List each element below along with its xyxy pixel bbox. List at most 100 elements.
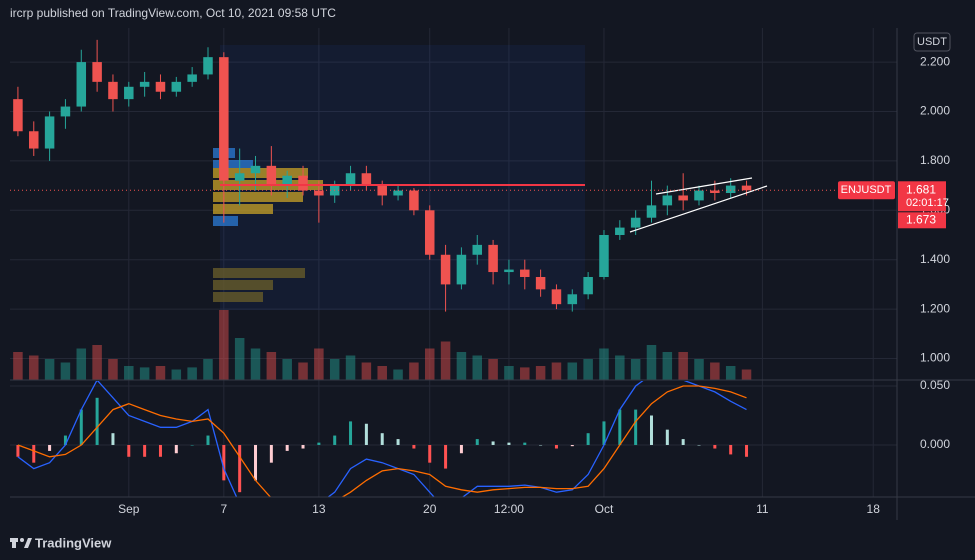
macd-histogram-bar bbox=[32, 444, 36, 463]
volume-bar bbox=[266, 352, 277, 380]
candle-body bbox=[108, 81, 118, 100]
volume-bar bbox=[29, 355, 39, 380]
symbol-tag bbox=[838, 181, 895, 200]
macd-histogram-bar bbox=[729, 444, 733, 455]
volume-bar bbox=[599, 348, 609, 380]
y-tick-label: 1.800 bbox=[920, 153, 950, 167]
macd-histogram-bar bbox=[95, 397, 99, 445]
macd-histogram-bar bbox=[475, 439, 479, 445]
countdown-label: 02:01:17 bbox=[906, 197, 949, 209]
candle-body bbox=[662, 195, 673, 206]
candle-body bbox=[314, 190, 324, 196]
candle-body bbox=[424, 210, 435, 255]
macd-histogram-bar bbox=[143, 444, 147, 457]
volume-bar bbox=[583, 359, 593, 380]
volume-bar bbox=[551, 362, 562, 380]
volume-bar bbox=[393, 369, 403, 380]
candle-body bbox=[29, 131, 39, 149]
volume-bar bbox=[377, 366, 387, 380]
candle-body bbox=[472, 244, 483, 255]
volume-bar bbox=[60, 362, 71, 380]
macd-histogram-bar bbox=[745, 444, 749, 457]
candle-body bbox=[282, 175, 292, 186]
profile-bar bbox=[213, 280, 273, 290]
brand-name: TradingView bbox=[35, 535, 112, 550]
volume-bar bbox=[124, 366, 134, 380]
macd-line bbox=[17, 385, 747, 497]
x-tick-label: 12:00 bbox=[494, 502, 524, 516]
volume-bar bbox=[187, 367, 197, 380]
secondary-price-label: 1.673 bbox=[906, 212, 936, 226]
macd-histogram-bar bbox=[111, 433, 115, 445]
y-tick-label: 0.000 bbox=[920, 437, 950, 451]
macd-histogram-bar bbox=[254, 444, 258, 481]
macd-histogram-bar bbox=[16, 444, 20, 457]
volume-bar bbox=[646, 345, 657, 380]
x-tick-label: Oct bbox=[595, 502, 614, 516]
macd-histogram-bar bbox=[570, 444, 574, 447]
volume-bar bbox=[44, 359, 55, 380]
candle-body bbox=[345, 173, 356, 186]
macd-histogram-bar bbox=[681, 439, 685, 445]
volume-bar bbox=[678, 352, 688, 380]
volume-bar bbox=[139, 367, 150, 380]
currency-label: USDT bbox=[917, 36, 947, 48]
macd-histogram-bar bbox=[444, 444, 448, 469]
macd-histogram-bar bbox=[412, 444, 416, 449]
macd-histogram-bar bbox=[507, 442, 511, 445]
candle-body bbox=[630, 217, 641, 228]
y-tick-label: 0.050 bbox=[920, 378, 950, 392]
candle-body bbox=[694, 190, 704, 201]
volume-bar bbox=[504, 366, 514, 380]
volume-bar bbox=[535, 366, 546, 380]
macd-histogram-bar bbox=[396, 439, 400, 445]
currency-box bbox=[913, 32, 951, 52]
volume-bar bbox=[409, 362, 419, 380]
profile-bar bbox=[213, 192, 303, 202]
volume-bar bbox=[520, 367, 530, 380]
candle-body bbox=[76, 62, 87, 107]
y-tick-label: 1.400 bbox=[920, 252, 950, 266]
logo-part bbox=[24, 538, 32, 548]
candle-body bbox=[171, 81, 182, 92]
y-tick-label: 2.200 bbox=[920, 54, 950, 68]
volume-bar bbox=[219, 310, 229, 380]
volume-bar bbox=[282, 359, 292, 380]
candle-body bbox=[488, 244, 498, 273]
candle-body bbox=[504, 269, 514, 273]
volume-bar bbox=[314, 348, 324, 380]
macd-histogram-bar bbox=[713, 444, 717, 449]
volume-bar bbox=[108, 359, 118, 380]
candle-body bbox=[535, 276, 546, 290]
volume-bar bbox=[203, 359, 213, 380]
candle-body bbox=[124, 86, 134, 100]
candle-body bbox=[44, 116, 55, 149]
candle-body bbox=[187, 74, 197, 82]
macd-histogram-bar bbox=[301, 444, 305, 449]
trend-line bbox=[655, 177, 753, 195]
macd-histogram-bar bbox=[491, 441, 495, 445]
candle-body bbox=[567, 294, 578, 305]
macd-histogram-bar bbox=[222, 444, 226, 481]
volume-bar bbox=[298, 362, 308, 380]
profile-bar bbox=[213, 216, 238, 226]
macd-histogram-bar bbox=[539, 444, 543, 446]
logo-part bbox=[20, 538, 24, 542]
volume-bar bbox=[741, 369, 752, 380]
volume-bar bbox=[329, 359, 340, 380]
macd-line bbox=[17, 381, 747, 497]
macd-histogram-bar bbox=[317, 442, 321, 445]
x-tick-label: 7 bbox=[220, 502, 227, 516]
macd-histogram-bar bbox=[586, 433, 590, 445]
y-tick-label: 1.000 bbox=[920, 351, 950, 365]
volume-bar bbox=[13, 352, 23, 380]
volume-bar bbox=[155, 366, 166, 380]
profile-bar bbox=[213, 204, 273, 214]
candle-body bbox=[615, 227, 625, 236]
profile-bar bbox=[213, 160, 253, 170]
profile-bar bbox=[213, 292, 263, 302]
volume-bar bbox=[234, 338, 245, 380]
last-price-label: 1.681 bbox=[906, 182, 936, 196]
volume-bar bbox=[92, 345, 102, 380]
